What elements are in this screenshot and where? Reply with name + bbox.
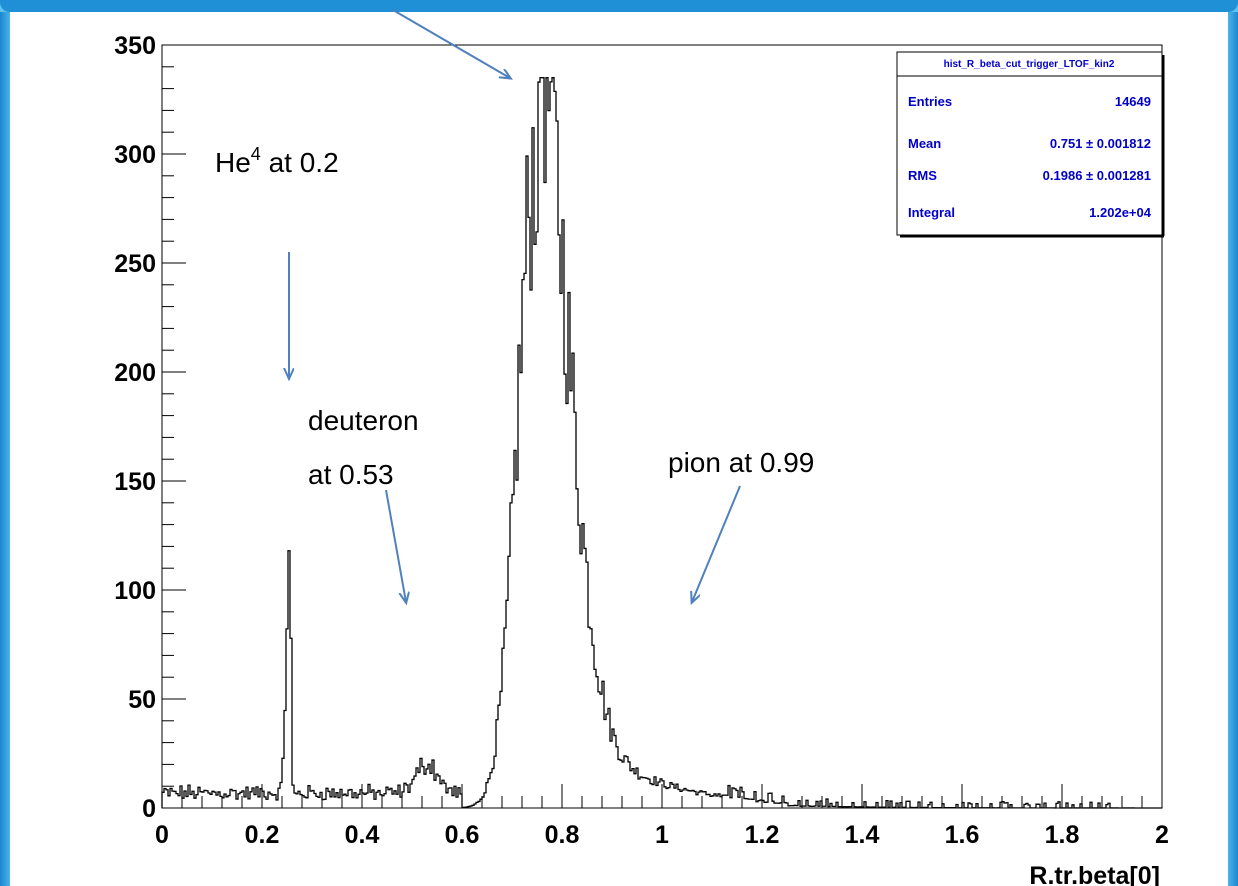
y-tick-label: 50: [128, 686, 156, 714]
slide-top-bar: [0, 0, 1238, 12]
stats-mean-label: Mean: [908, 136, 941, 151]
stats-rms-value: 0.1986 ± 0.001281: [1043, 168, 1151, 183]
arrow-deuteron: [385, 489, 406, 602]
stats-box: hist_R_beta_cut_trigger_LTOF_kin2 Entrie…: [896, 51, 1165, 238]
stats-mean-value: 0.751 ± 0.001812: [1050, 136, 1151, 151]
x-tick-label: 0.6: [445, 821, 480, 849]
arrow-proton: [392, 9, 510, 78]
slide-left-border: [0, 12, 10, 886]
x-tick-label: 2: [1155, 821, 1169, 849]
x-tick-label: 0.4: [345, 821, 380, 849]
slide-right-border: [1228, 12, 1238, 886]
y-tick-label: 100: [114, 577, 156, 605]
x-tick-label: 0.2: [245, 821, 280, 849]
y-tick-label: 200: [114, 359, 156, 387]
histogram-series: [161, 77, 1163, 809]
x-tick-label: 1: [655, 821, 669, 849]
annotation-he4: He4 at 0.2: [215, 144, 339, 178]
histogram-line: [161, 77, 1163, 809]
arrow-pion: [692, 485, 741, 602]
annotation-deuteron-line1: deuteron: [308, 405, 419, 436]
annotation-pion: pion at 0.99: [668, 447, 814, 478]
y-tick-label: 0: [142, 795, 156, 823]
stats-entries-value: 14649: [1115, 94, 1151, 109]
y-tick-label: 350: [114, 32, 156, 60]
x-tick-label: 0: [155, 821, 169, 849]
stats-integral-label: Integral: [908, 205, 955, 220]
x-axis-title: R.tr.beta[0]: [1029, 862, 1160, 886]
tick-labels: 0 50 100 150 200 250 300 350 0 0.2 0.4 0.6 0.8 1 1.2 1.…: [114, 32, 1169, 849]
x-tick-label: 1.6: [945, 821, 980, 849]
x-tick-label: 1.2: [745, 821, 780, 849]
stats-integral-value: 1.202e+04: [1089, 205, 1152, 220]
x-tick-label: 1.8: [1045, 821, 1080, 849]
stats-rms-label: RMS: [908, 168, 937, 183]
y-tick-label: 150: [114, 468, 156, 496]
y-tick-label: 300: [114, 141, 156, 169]
stats-entries-label: Entries: [908, 94, 952, 109]
y-tick-label: 250: [114, 250, 156, 278]
stats-box-title: hist_R_beta_cut_trigger_LTOF_kin2: [944, 59, 1115, 70]
axis-ticks: [161, 44, 1163, 809]
x-tick-label: 0.8: [545, 821, 580, 849]
annotation-deuteron-line2: at 0.53: [308, 459, 394, 490]
x-tick-label: 1.4: [845, 821, 880, 849]
